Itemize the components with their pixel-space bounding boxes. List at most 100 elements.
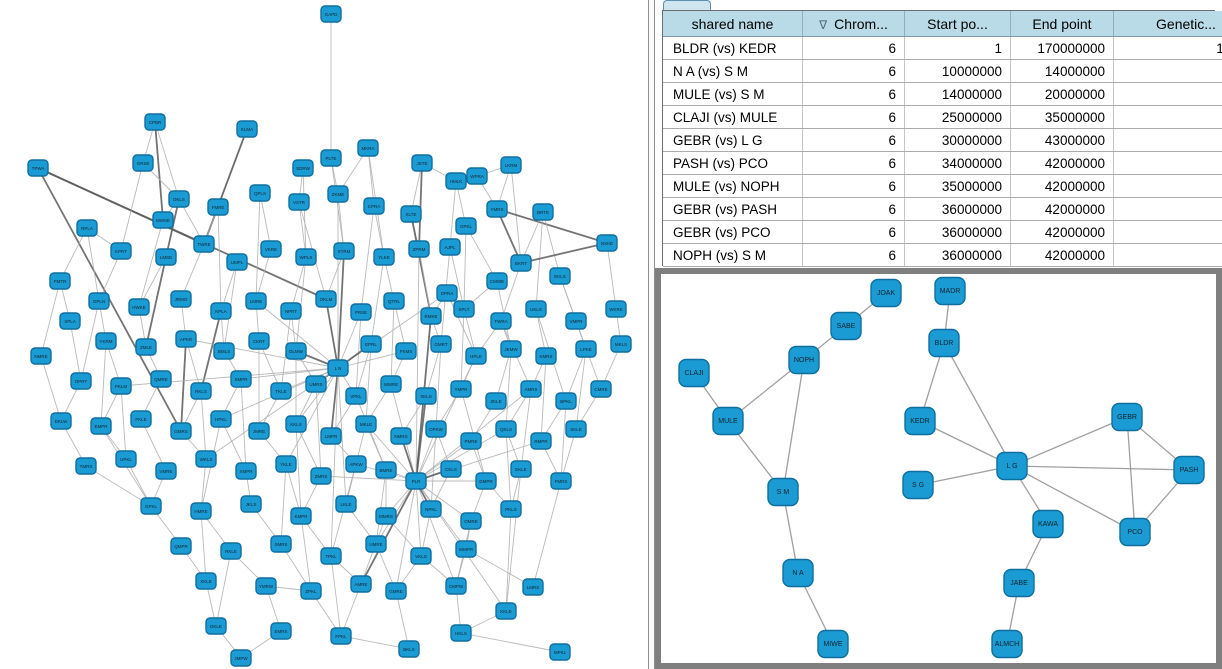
network-node[interactable]: NMRS: [390, 427, 412, 445]
network-node[interactable]: TKLE: [270, 382, 292, 400]
network-node[interactable]: BMLS: [213, 342, 235, 360]
network-node-gebr[interactable]: GEBR: [1111, 402, 1143, 432]
network-node[interactable]: KLMA: [236, 120, 258, 138]
network-edge[interactable]: [782, 359, 805, 493]
network-node-n-a[interactable]: N A: [782, 558, 814, 588]
network-node[interactable]: OKLM: [315, 290, 337, 308]
network-node[interactable]: CPBR: [144, 113, 166, 131]
network-node-s-m[interactable]: S M: [767, 477, 799, 507]
network-node[interactable]: UPKL: [115, 450, 137, 468]
table-cell-shared-name[interactable]: MULE (vs) S M: [663, 82, 803, 106]
table-cell-genetic[interactable]: 5.9: [1113, 105, 1222, 129]
network-node[interactable]: LPKE: [575, 340, 597, 358]
network-node[interactable]: KPRT: [110, 242, 132, 260]
network-node[interactable]: GMRS: [170, 422, 192, 440]
network-node[interactable]: TPWA: [27, 159, 49, 177]
network-node[interactable]: VMPR: [565, 312, 587, 330]
network-node[interactable]: MMRS: [375, 507, 397, 525]
network-node[interactable]: KKLE: [495, 602, 517, 620]
network-node[interactable]: SPLT: [453, 300, 475, 318]
table-cell-end-point[interactable]: 42000000: [1010, 243, 1114, 267]
network-node[interactable]: CKRT: [248, 332, 270, 350]
table-cell-end-point[interactable]: 42000000: [1010, 151, 1114, 175]
network-node[interactable]: EMPR: [90, 417, 112, 435]
table-tab[interactable]: [663, 0, 711, 10]
table-cell-shared-name[interactable]: PASH (vs) PCO: [663, 151, 803, 175]
network-node[interactable]: LKRM: [500, 156, 522, 174]
network-node[interactable]: UMRE: [365, 535, 387, 553]
network-node[interactable]: PLR: [405, 472, 427, 490]
network-node-jabe[interactable]: JABE: [1003, 568, 1035, 598]
network-node[interactable]: NPRT: [280, 302, 302, 320]
network-node[interactable]: JMPW: [230, 649, 252, 667]
network-node[interactable]: ZKME: [327, 185, 349, 203]
network-node[interactable]: ZPRM: [408, 240, 430, 258]
table-cell-genetic[interactable]: 10.5: [1113, 174, 1222, 198]
network-node[interactable]: ZMLE: [135, 338, 157, 356]
network-node[interactable]: HPLK: [465, 347, 487, 365]
table-row[interactable]: GEBR (vs) PASH636000000420000008.9: [663, 197, 1222, 221]
table-cell-end-point[interactable]: 170000000: [1010, 36, 1114, 60]
table-cell-end-point[interactable]: 42000000: [1010, 174, 1114, 198]
table-cell-start-point[interactable]: 34000000: [904, 151, 1011, 175]
table-cell-chromosome[interactable]: 6: [802, 36, 905, 60]
network-node[interactable]: BKRT: [510, 254, 532, 272]
table-row[interactable]: PASH (vs) PCO6340000004200000011.4: [663, 151, 1222, 175]
network-node[interactable]: QPLS: [249, 184, 271, 202]
network-node[interactable]: PLTE: [320, 149, 342, 167]
table-cell-genetic[interactable]: 16.9: [1113, 128, 1222, 152]
small-network-canvas[interactable]: JOAK MADR SABE NOPH BLDR CLAJI MULE KEDR GEBR L G…: [661, 274, 1216, 663]
table-row[interactable]: CLAJI (vs) MULE625000000350000005.9: [663, 105, 1222, 129]
table-cell-end-point[interactable]: 35000000: [1010, 105, 1114, 129]
network-node[interactable]: RMPR: [530, 432, 552, 450]
network-node[interactable]: GAPD: [320, 5, 342, 23]
network-node[interactable]: KPLA: [210, 302, 232, 320]
network-node[interactable]: CMRE: [590, 380, 612, 398]
network-node[interactable]: OMRE: [460, 512, 482, 530]
table-cell-start-point[interactable]: 14000000: [904, 82, 1011, 106]
column-header-shared-name[interactable]: shared name: [663, 11, 803, 37]
network-node[interactable]: TPKL: [320, 547, 342, 565]
table-row[interactable]: GEBR (vs) L G6300000004300000016.9: [663, 128, 1222, 152]
network-node[interactable]: RKLS: [190, 382, 212, 400]
table-cell-start-point[interactable]: 30000000: [904, 128, 1011, 152]
network-node[interactable]: RMKE: [420, 307, 442, 325]
table-cell-start-point[interactable]: 10000000: [904, 59, 1011, 83]
network-node[interactable]: TMRS: [75, 457, 97, 475]
network-node[interactable]: GRSE: [132, 154, 154, 172]
network-node-bldr[interactable]: BLDR: [928, 328, 960, 358]
network-edge[interactable]: [1011, 416, 1128, 467]
network-node[interactable]: PKLM: [110, 377, 132, 395]
table-cell-shared-name[interactable]: GEBR (vs) PCO: [663, 220, 803, 244]
table-cell-end-point[interactable]: 20000000: [1010, 82, 1114, 106]
network-node[interactable]: YKLE: [275, 455, 297, 473]
network-node[interactable]: LMSE: [155, 248, 177, 266]
network-node[interactable]: WMRE: [380, 375, 402, 393]
network-node[interactable]: XTRM: [333, 242, 355, 260]
network-node[interactable]: XPLA: [59, 312, 81, 330]
network-node[interactable]: GPKL: [140, 497, 162, 515]
network-node[interactable]: PRSE: [350, 303, 372, 321]
network-node[interactable]: FPKL: [330, 627, 352, 645]
table-cell-genetic[interactable]: 8.4: [1113, 220, 1222, 244]
network-node[interactable]: DKLE: [205, 617, 227, 635]
network-node[interactable]: KMRS: [535, 347, 557, 365]
network-node[interactable]: DKLS: [168, 190, 190, 208]
network-node[interactable]: LMRE: [245, 292, 267, 310]
network-node[interactable]: JKLS: [240, 495, 262, 513]
network-node[interactable]: XKLE: [195, 572, 217, 590]
network-node[interactable]: LKLE: [335, 495, 357, 513]
table-row[interactable]: GEBR (vs) PCO636000000420000008.4: [663, 220, 1222, 244]
table-row[interactable]: N A (vs) S M610000000140000006.6: [663, 59, 1222, 83]
network-node[interactable]: EPRL: [360, 335, 382, 353]
table-cell-chromosome[interactable]: 6: [802, 59, 905, 83]
table-cell-genetic[interactable]: 192.0: [1113, 36, 1222, 60]
network-node[interactable]: SMPR: [230, 370, 252, 388]
network-node[interactable]: HWKE: [128, 298, 150, 316]
network-node[interactable]: MKLS: [610, 335, 632, 353]
network-edge[interactable]: [1126, 416, 1136, 533]
network-node[interactable]: ZKLE: [485, 392, 507, 410]
network-node[interactable]: YKRM: [95, 332, 117, 350]
network-node[interactable]: QTRL: [383, 292, 405, 310]
network-node[interactable]: HMRE: [190, 502, 212, 520]
